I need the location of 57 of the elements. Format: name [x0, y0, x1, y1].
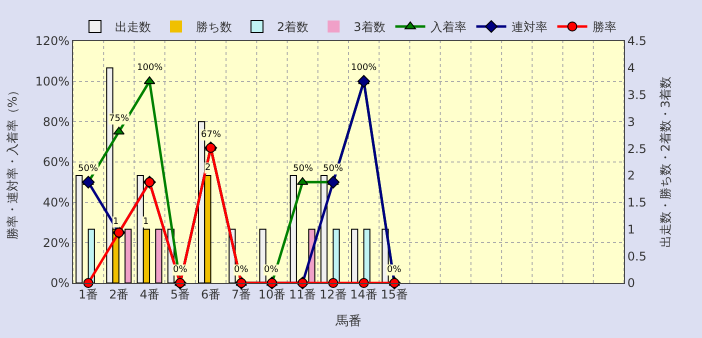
legend-label: 出走数 [115, 20, 151, 34]
y-tick-label: 80% [42, 114, 70, 129]
x-tick-label: 5番 [170, 287, 190, 302]
y-tick-label: 40% [42, 196, 70, 210]
point [357, 74, 370, 88]
data-label: 67% [201, 130, 222, 140]
y2-tick-label: 0.5 [627, 249, 646, 264]
data-label: 75% [109, 114, 130, 124]
y-tick-label: 60% [42, 155, 70, 170]
legend-label: 入着率 [430, 20, 466, 34]
bar [155, 228, 162, 283]
legend-label: 2着数 [277, 20, 309, 34]
x-tick-label: 4番 [140, 287, 160, 302]
y-tick-label: 20% [42, 236, 70, 250]
y2-tick-label: 2.5 [627, 142, 646, 156]
y-tick-label: 100% [35, 74, 70, 89]
x-tick-label: 6番 [200, 287, 221, 302]
x-tick-label: 11番 [288, 287, 316, 302]
point [144, 76, 156, 84]
x-tick-label: 12番 [320, 287, 347, 302]
y2-tick-label: 2 [627, 168, 636, 183]
legend-label: 連対率 [511, 20, 548, 34]
data-label: 2 [205, 163, 211, 173]
y-axis-title: 勝率・連対率・入着率（%） [6, 84, 20, 240]
y2-tick-label: 3.5 [627, 88, 646, 102]
y2-tick-label: 4 [627, 61, 636, 76]
y2-tick-label: 0 [627, 276, 636, 290]
x-tick-label: 7番 [232, 287, 252, 302]
data-label: 0% [264, 265, 279, 275]
legend-label: 勝率 [592, 20, 616, 34]
data-label: 100% [351, 63, 378, 73]
y2-axis-title: 出走数・勝ち数・2着数・3着数 [658, 76, 672, 248]
x-tick-label: 14番 [350, 287, 378, 302]
data-label: 50% [323, 164, 344, 174]
y-tick-label: 0% [50, 276, 70, 290]
data-label: 1 [143, 217, 149, 227]
legend-label: 勝ち数 [196, 20, 232, 34]
data-label: 0% [234, 265, 249, 275]
x-tick-label: 1番 [78, 287, 98, 302]
point [82, 176, 95, 189]
x-tick-label: 10番 [258, 287, 286, 302]
y-tick-label: 120% [35, 34, 70, 48]
y2-tick-label: 1.5 [627, 196, 646, 210]
data-label: 1 [113, 217, 119, 227]
y2-tick-label: 3 [627, 114, 636, 129]
y2-tick-label: 1 [627, 222, 636, 236]
data-label: 100% [137, 63, 164, 73]
legend-label: 3着数 [354, 20, 386, 34]
x-tick-label: 2番 [109, 287, 129, 302]
x-axis-title: 馬番 [334, 314, 362, 329]
point [326, 176, 340, 189]
y2-tick-label: 4.5 [627, 34, 646, 48]
data-label: 50% [78, 164, 98, 174]
data-label: 50% [293, 164, 314, 174]
x-tick-label: 15番 [380, 287, 408, 302]
data-label: 0% [173, 265, 188, 275]
data-label: 0% [387, 265, 402, 275]
